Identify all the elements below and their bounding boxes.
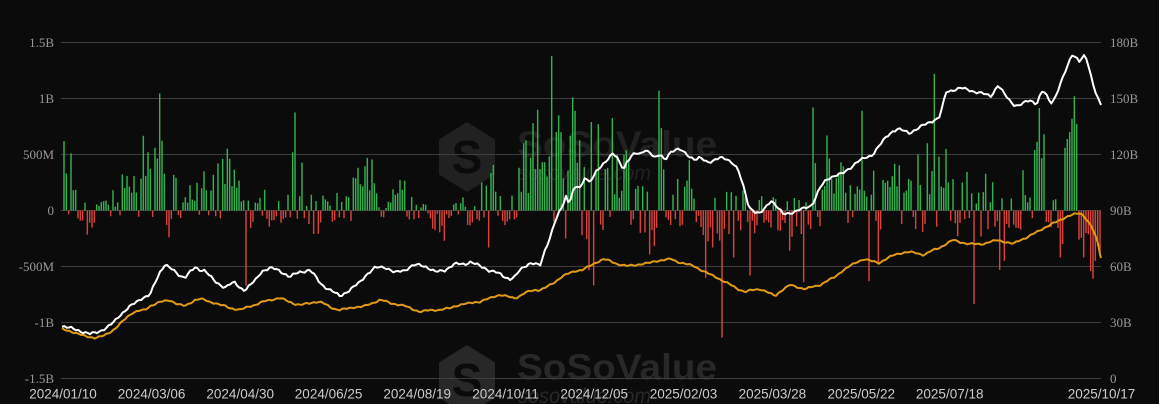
svg-text:1.5B: 1.5B [29,35,54,50]
svg-text:0: 0 [1110,371,1117,386]
svg-text:2025/10/17: 2025/10/17 [1068,387,1136,402]
svg-text:90B: 90B [1110,203,1132,218]
svg-text:2024/08/19: 2024/08/19 [383,387,451,402]
svg-text:2025/02/03: 2025/02/03 [650,387,718,402]
svg-text:120B: 120B [1110,147,1139,162]
svg-text:500M: 500M [23,147,55,162]
svg-text:-1.5B: -1.5B [25,371,55,386]
svg-text:60B: 60B [1110,259,1132,274]
svg-text:-1B: -1B [35,315,55,330]
svg-text:30B: 30B [1110,315,1132,330]
svg-text:2025/05/22: 2025/05/22 [828,387,896,402]
svg-text:150B: 150B [1110,91,1139,106]
svg-text:0: 0 [48,203,55,218]
svg-text:2025/03/28: 2025/03/28 [739,387,807,402]
svg-text:SoSoValue: SoSoValue [517,347,717,388]
svg-text:2024/12/05: 2024/12/05 [560,387,628,402]
svg-text:2024/01/10: 2024/01/10 [29,387,97,402]
svg-text:2025/07/18: 2025/07/18 [916,387,984,402]
svg-text:1B: 1B [39,91,55,106]
svg-text:sosovalue.com: sosovalue.com [518,385,651,404]
svg-text:2024/04/30: 2024/04/30 [206,387,274,402]
svg-text:S: S [452,131,483,183]
svg-text:-500M: -500M [19,259,55,274]
svg-text:180B: 180B [1110,35,1139,50]
svg-text:2024/10/11: 2024/10/11 [472,387,539,402]
svg-text:2024/03/06: 2024/03/06 [118,387,186,402]
svg-text:2024/06/25: 2024/06/25 [295,387,363,402]
